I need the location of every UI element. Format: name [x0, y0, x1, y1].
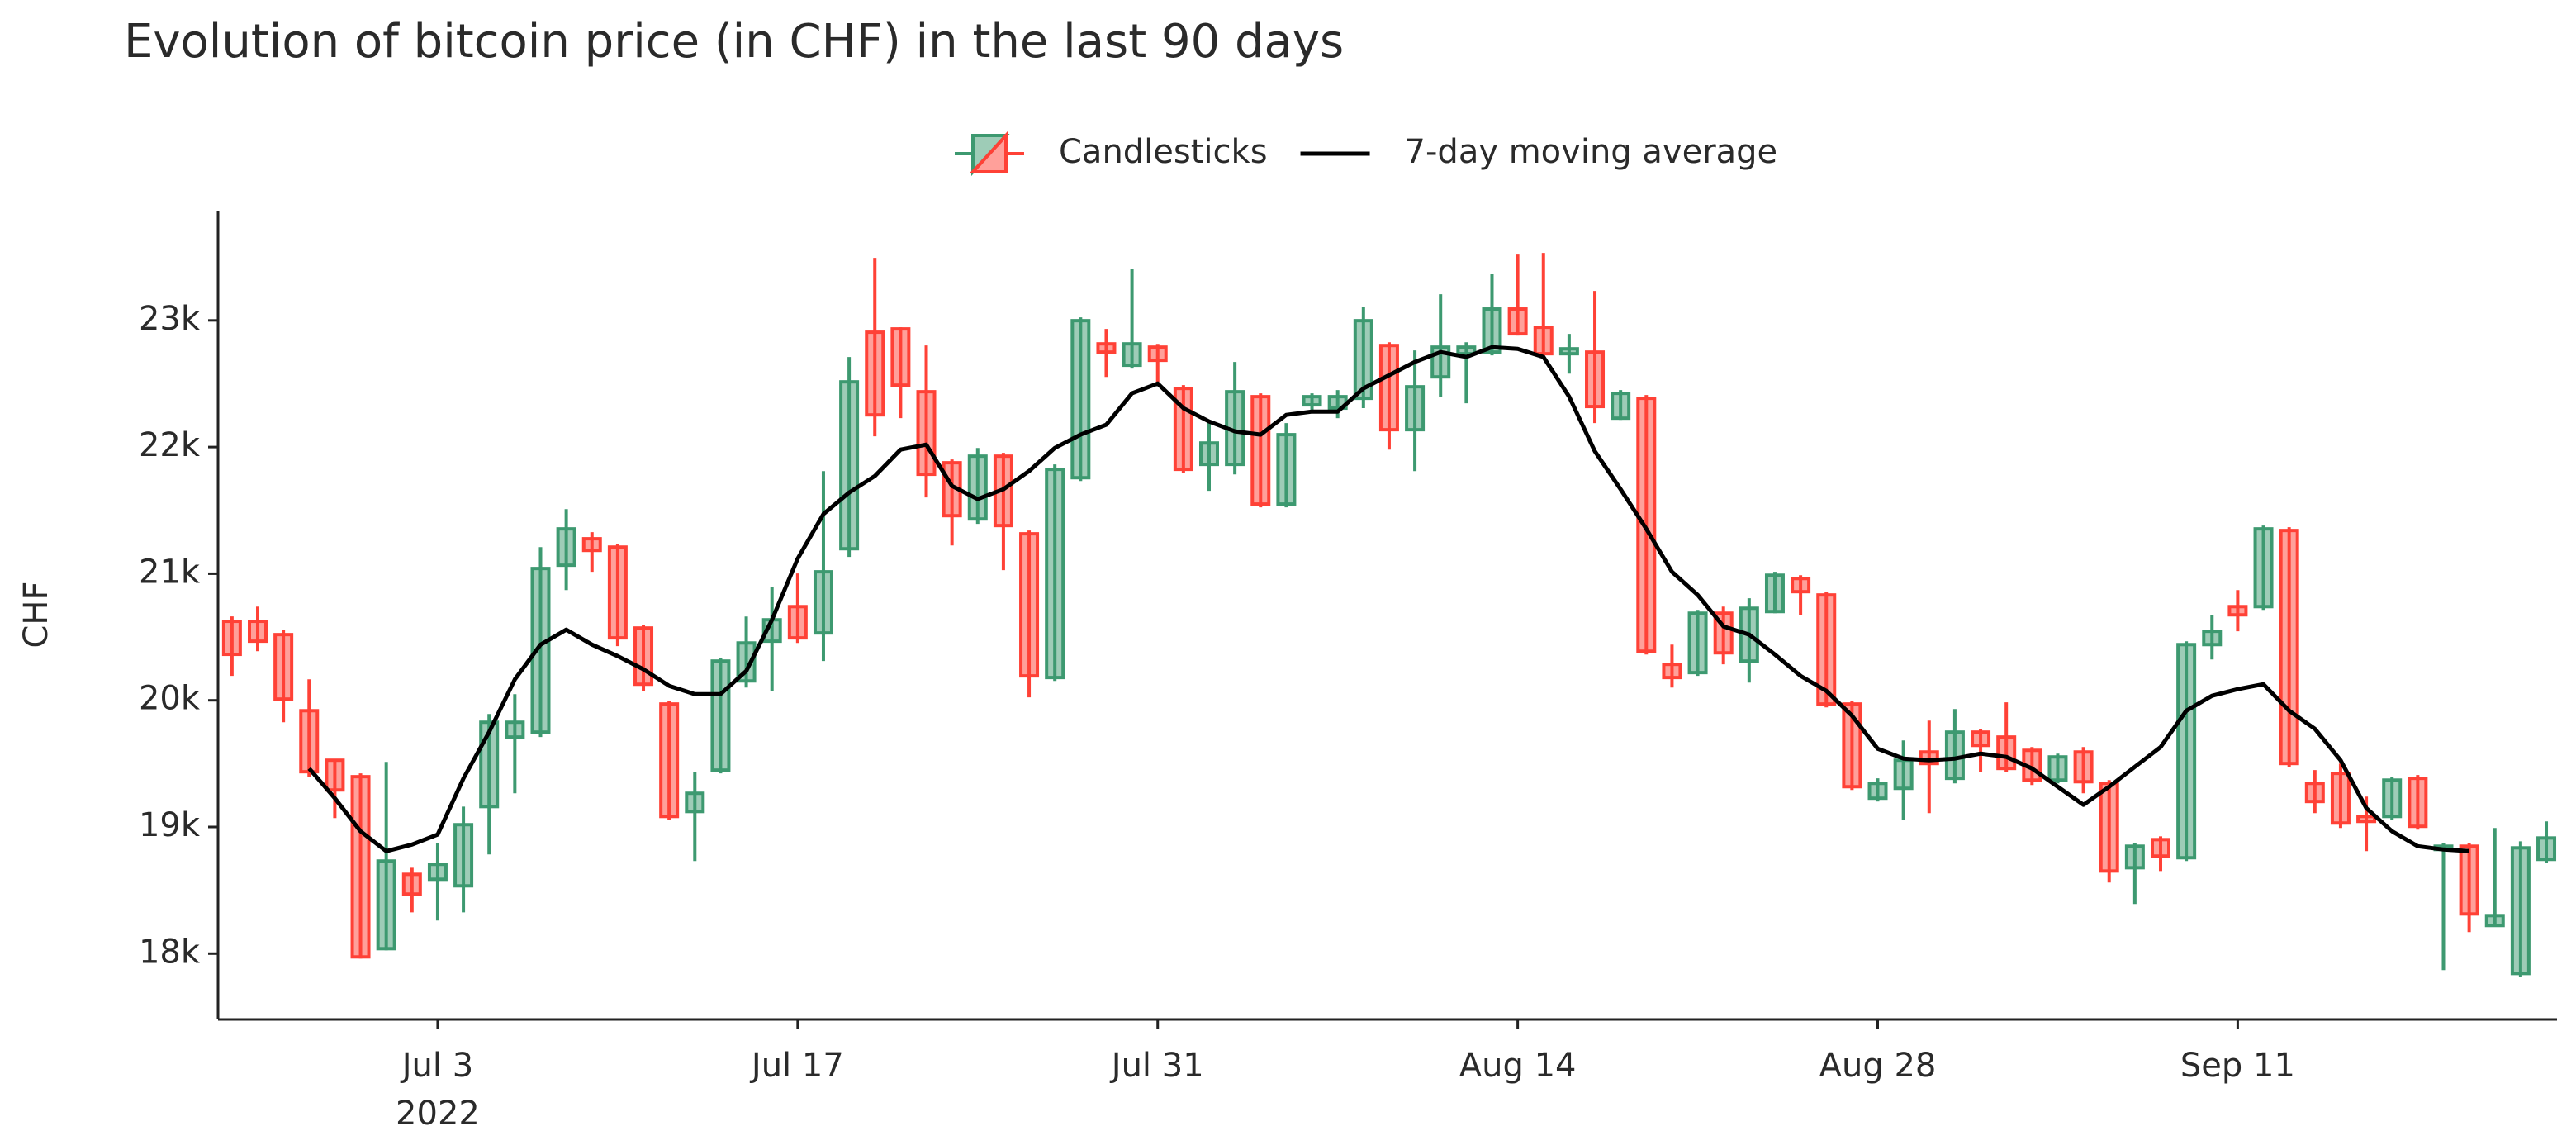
candle-body: [1250, 395, 1271, 506]
candle-body: [325, 758, 345, 792]
candle-body: [2124, 844, 2145, 870]
candle-body: [1636, 397, 1657, 653]
x-tick-label: Aug 14: [1459, 1047, 1577, 1085]
x-tick-label: Jul 3: [400, 1047, 473, 1085]
candle-body: [1482, 307, 1502, 354]
candle-body: [1687, 611, 1708, 675]
candle-body: [273, 633, 294, 701]
y-tick-label: 22k: [139, 426, 201, 464]
candle-body: [2253, 527, 2274, 609]
candle-body: [1456, 345, 1477, 356]
candle-body: [1893, 758, 1914, 791]
candle-body: [1816, 593, 1837, 706]
candle-body: [453, 823, 474, 888]
legend-label: 7-day moving average: [1405, 133, 1778, 171]
candle-body: [299, 709, 320, 774]
legend-swatch: [969, 131, 1008, 173]
candle-body: [2484, 914, 2505, 928]
candle-body: [1764, 573, 1785, 614]
candle-body: [1533, 326, 1554, 356]
y-tick-label: 19k: [139, 806, 201, 844]
candle-body: [2176, 643, 2197, 860]
candle-body: [633, 626, 654, 687]
candle-body: [2459, 844, 2479, 916]
candle-body: [1944, 730, 1965, 781]
x-tick-label: Jul 17: [749, 1047, 844, 1085]
y-tick-label: 18k: [139, 933, 201, 971]
x-tick-label: Jul 31: [1109, 1047, 1204, 1085]
candle-body: [1507, 307, 1528, 336]
candle-body: [1378, 344, 1399, 432]
candle-body: [1302, 395, 1322, 407]
candle-body: [2202, 630, 2223, 647]
candle-body: [2151, 838, 2170, 858]
candle-body: [1122, 342, 1142, 368]
candle-body: [1096, 342, 1117, 354]
candle-body: [1019, 532, 1040, 678]
candle-body: [2408, 777, 2428, 829]
candle-body: [427, 863, 448, 882]
candle-body: [2047, 755, 2068, 782]
candle-body: [787, 605, 808, 640]
candle-body: [967, 454, 988, 521]
candle-body: [401, 872, 422, 896]
candle-body: [1611, 392, 1631, 421]
candle-body: [581, 537, 602, 553]
candle-body: [530, 567, 551, 734]
candle-body: [2356, 815, 2377, 824]
candle-body: [890, 327, 911, 387]
candle-body: [659, 702, 680, 819]
candle-body: [607, 545, 628, 640]
candle-body: [736, 641, 757, 683]
moving-average-line: [307, 345, 2469, 853]
candle-body: [685, 791, 705, 814]
candle-body: [1842, 702, 1862, 789]
candle-body: [2227, 605, 2248, 617]
candle-body: [248, 620, 268, 644]
candle-body: [1199, 441, 1219, 467]
candle-body: [1585, 350, 1606, 409]
candle-body: [556, 527, 576, 568]
candle-body: [1971, 730, 1991, 748]
x-tick-label: Aug 28: [1819, 1047, 1937, 1085]
candle-body: [839, 380, 860, 551]
candle-body: [2279, 529, 2299, 766]
x-tick-label: Sep 11: [2180, 1047, 2295, 1085]
candle-body: [1867, 782, 1888, 801]
candle-body: [916, 390, 937, 477]
candle-body: [813, 570, 833, 635]
y-axis-title: CHF: [17, 581, 55, 648]
legend-label: Candlesticks: [1059, 133, 1268, 171]
candle-body: [1276, 433, 1297, 506]
candle-body: [1791, 577, 1811, 594]
candle-body: [2099, 782, 2119, 873]
candle-body: [865, 330, 885, 417]
candle-body: [221, 620, 242, 657]
candle-body: [1353, 319, 1373, 401]
candle-body: [2304, 782, 2325, 804]
candle-body: [710, 659, 731, 772]
candle-body: [350, 775, 371, 959]
candle-body: [1558, 347, 1579, 356]
candle-body: [2073, 750, 2094, 784]
candle-body: [376, 859, 396, 951]
candle-body: [1147, 345, 1168, 363]
y-tick-label: 23k: [139, 300, 201, 338]
candle-body: [1662, 663, 1682, 680]
candle-body: [2330, 772, 2351, 825]
candle-body: [1070, 319, 1091, 480]
candle-body: [1996, 735, 2017, 771]
candle-body: [2510, 846, 2531, 976]
y-tick-label: 21k: [139, 553, 201, 591]
candle-body: [505, 720, 525, 739]
candle-body: [2382, 778, 2403, 819]
x-tick-year: 2022: [396, 1095, 480, 1131]
candle-body: [1045, 468, 1065, 680]
candle-body: [1405, 385, 1426, 432]
y-tick-label: 20k: [139, 680, 201, 718]
chart-title: Evolution of bitcoin price (in CHF) in t…: [124, 15, 1344, 69]
candle-body: [2536, 836, 2557, 862]
